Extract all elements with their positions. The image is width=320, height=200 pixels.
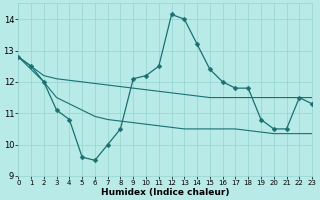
X-axis label: Humidex (Indice chaleur): Humidex (Indice chaleur)	[101, 188, 229, 197]
